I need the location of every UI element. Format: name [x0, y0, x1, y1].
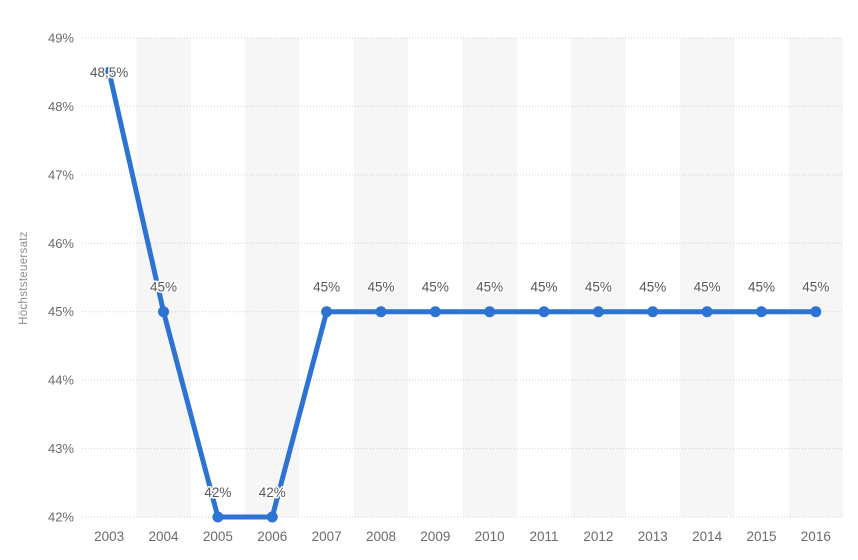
series-line [106, 69, 819, 520]
y-tick-label: 47% [48, 167, 74, 182]
data-point[interactable] [321, 306, 333, 318]
data-point-label: 45% [639, 280, 666, 295]
data-point-label: 48,5% [90, 65, 128, 80]
data-point[interactable] [538, 306, 550, 318]
column-band [571, 38, 626, 517]
x-tick-label: 2013 [638, 529, 668, 544]
data-point-label: 45% [476, 280, 503, 295]
column-band [245, 38, 300, 517]
data-point[interactable] [266, 511, 278, 523]
x-tick-label: 2010 [475, 529, 505, 544]
data-point[interactable] [810, 306, 822, 318]
x-tick-label: 2003 [94, 529, 124, 544]
data-point[interactable] [755, 306, 767, 318]
y-tick-label: 46% [48, 236, 74, 251]
data-point-label: 45% [585, 280, 612, 295]
y-tick-label: 49% [48, 31, 74, 46]
y-tick-label: 43% [48, 441, 74, 456]
x-tick-label: 2015 [746, 529, 776, 544]
data-point-label: 45% [748, 280, 775, 295]
data-point[interactable] [647, 306, 659, 318]
x-tick-label: 2005 [203, 529, 233, 544]
y-tick-label: 45% [48, 304, 74, 319]
data-point-label: 45% [422, 280, 449, 295]
x-tick-label: 2006 [257, 529, 287, 544]
data-point[interactable] [212, 511, 224, 523]
x-tick-label: 2016 [801, 529, 831, 544]
data-point-label: 45% [367, 280, 394, 295]
data-point[interactable] [375, 306, 387, 318]
x-tick-label: 2008 [366, 529, 396, 544]
x-tick-label: 2012 [583, 529, 613, 544]
data-point[interactable] [103, 66, 115, 78]
x-tick-label: 2011 [530, 529, 559, 544]
column-band [788, 38, 843, 517]
x-tick-label: 2014 [692, 529, 723, 544]
data-point-label: 42% [259, 485, 286, 500]
column-band [679, 38, 735, 517]
column-band [353, 38, 409, 517]
y-tick-label: 42% [48, 510, 74, 525]
column-band [462, 38, 517, 517]
data-point-label: 45% [313, 280, 340, 295]
data-point[interactable] [701, 306, 713, 318]
data-point[interactable] [484, 306, 496, 318]
data-point-label: 45% [531, 280, 558, 295]
y-axis-title: Höchststeuersatz [18, 231, 30, 325]
data-point-label: 45% [694, 280, 721, 295]
data-point-label: 42% [204, 485, 231, 500]
y-tick-label: 44% [48, 373, 74, 388]
data-point[interactable] [429, 306, 441, 318]
x-tick-label: 2007 [312, 529, 342, 544]
y-tick-label: 48% [48, 99, 74, 114]
data-point-label: 45% [150, 280, 177, 295]
data-point-label: 45% [802, 280, 829, 295]
column-band [136, 38, 191, 517]
data-point[interactable] [592, 306, 604, 318]
data-point[interactable] [158, 306, 170, 318]
x-tick-label: 2004 [149, 529, 180, 544]
x-tick-label: 2009 [420, 529, 450, 544]
